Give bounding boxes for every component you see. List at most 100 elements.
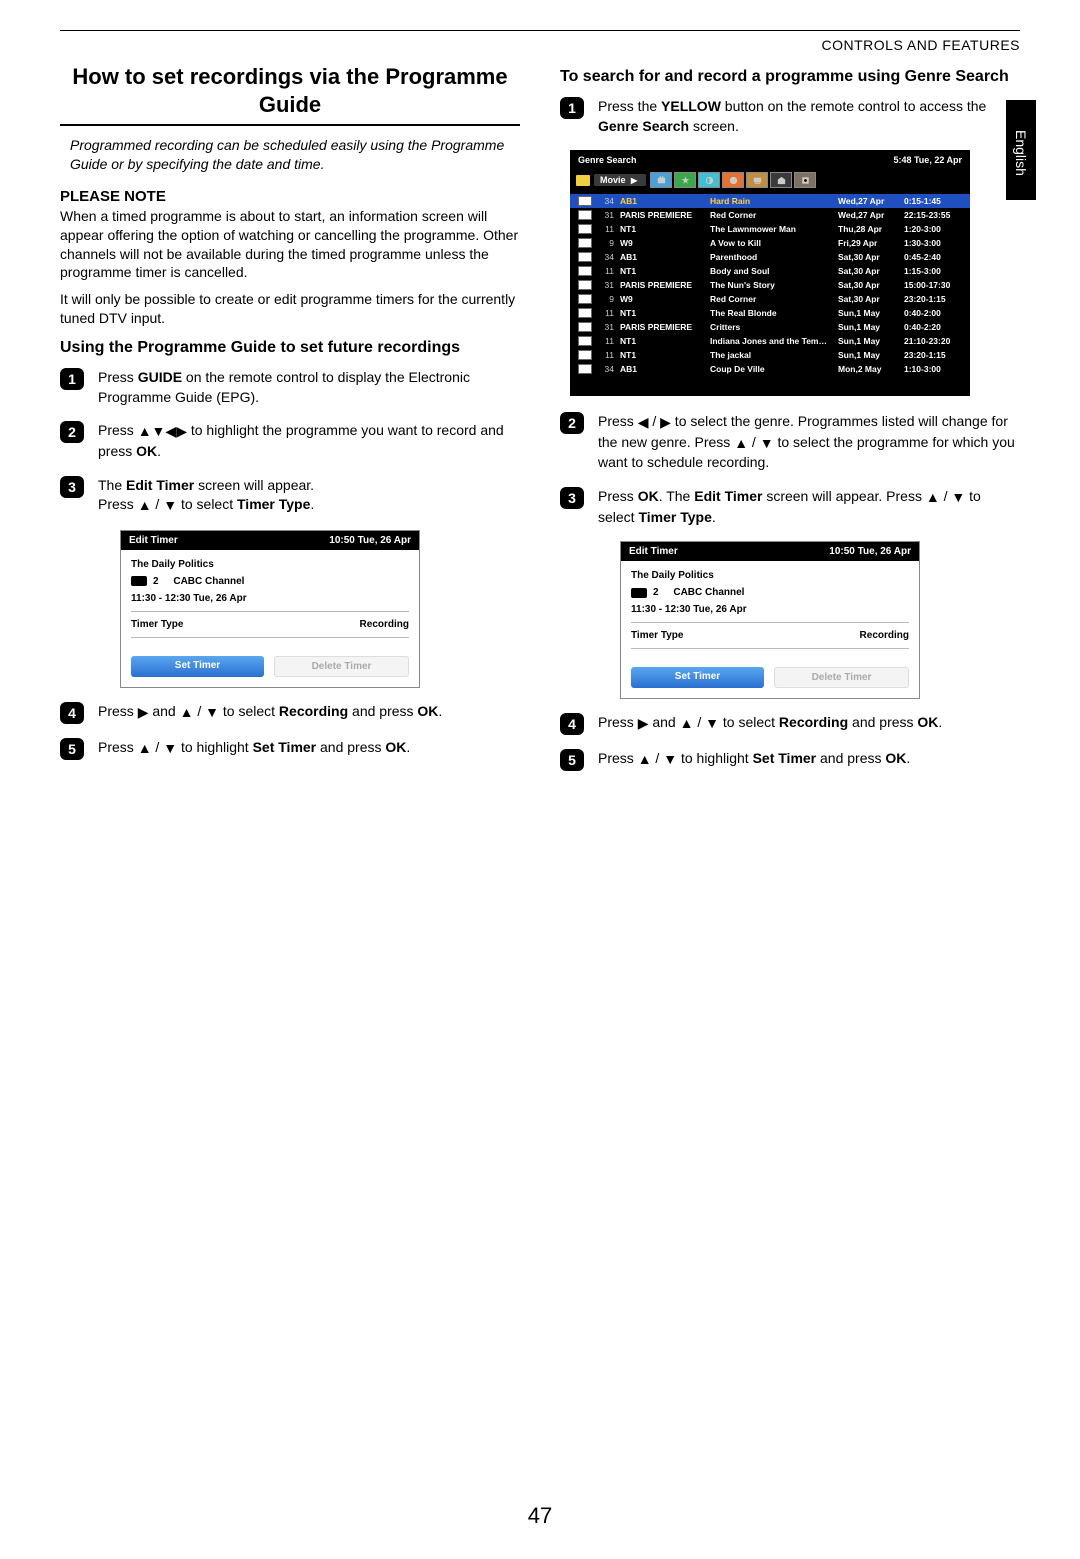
genre-result-row[interactable]: 11NT1The Lawnmower ManThu,28 Apr1:20-3:0… bbox=[570, 222, 970, 236]
panel-programme: The Daily Politics bbox=[631, 567, 909, 584]
panel-timer-type: Timer TypeRecording bbox=[131, 616, 409, 633]
channel-thumb-icon bbox=[578, 308, 592, 318]
edit-timer-panel-right: Edit Timer 10:50 Tue, 26 Apr The Daily P… bbox=[620, 541, 920, 699]
channel-number: 11 bbox=[598, 266, 614, 276]
arrow-right-icon: ▶ bbox=[176, 422, 187, 442]
genre-result-row[interactable]: 34AB1Hard RainWed,27 Apr0:15-1:45 bbox=[570, 194, 970, 208]
channel-name: NT1 bbox=[620, 336, 704, 346]
panel-slot: 11:30 - 12:30 Tue, 26 Apr bbox=[131, 590, 409, 607]
left-step-2: 2 Press ▲▼◀▶ to highlight the programme … bbox=[60, 421, 520, 461]
channel-name: AB1 bbox=[620, 252, 704, 262]
left-step-3: 3 The Edit Timer screen will appear. Pre… bbox=[60, 476, 520, 516]
channel-thumb-icon bbox=[578, 224, 592, 234]
genre-tab-icons bbox=[650, 172, 964, 188]
edit-timer-panel: Edit Timer 10:50 Tue, 26 Apr The Daily P… bbox=[120, 530, 420, 688]
panel-title: Edit Timer bbox=[629, 546, 678, 557]
genre-tab-icon[interactable] bbox=[650, 172, 672, 188]
left-step-5: 5 Press ▲ / ▼ to highlight Set Timer and… bbox=[60, 738, 520, 760]
programme-date: Sat,30 Apr bbox=[838, 280, 898, 290]
genre-tab-icon[interactable] bbox=[674, 172, 696, 188]
genre-tab-icon[interactable] bbox=[698, 172, 720, 188]
genre-result-row[interactable]: 34AB1Coup De VilleMon,2 May1:10-3:00 bbox=[570, 362, 970, 376]
genre-title: Genre Search bbox=[578, 155, 637, 165]
delete-timer-button[interactable]: Delete Timer bbox=[274, 656, 409, 677]
programme-title: Coup De Ville bbox=[710, 364, 832, 374]
genre-result-row[interactable]: 11NT1The Real BlondeSun,1 May0:40-2:00 bbox=[570, 306, 970, 320]
programme-title: Hard Rain bbox=[710, 196, 832, 206]
genre-result-row[interactable]: 31PARIS PREMIERECrittersSun,1 May0:40-2:… bbox=[570, 320, 970, 334]
genre-row-list: 34AB1Hard RainWed,27 Apr0:15-1:4531PARIS… bbox=[570, 194, 970, 376]
channel-name: NT1 bbox=[620, 266, 704, 276]
channel-icon bbox=[631, 588, 647, 598]
genre-result-row[interactable]: 11NT1The jackalSun,1 May23:20-1:15 bbox=[570, 348, 970, 362]
programme-date: Sat,30 Apr bbox=[838, 266, 898, 276]
channel-number: 34 bbox=[598, 252, 614, 262]
programme-title: A Vow to Kill bbox=[710, 238, 832, 248]
programme-time: 1:30-3:00 bbox=[904, 238, 962, 248]
arrow-down-icon: ▼ bbox=[205, 703, 219, 723]
left-step-1: 1 Press GUIDE on the remote control to d… bbox=[60, 368, 520, 407]
channel-number: 11 bbox=[598, 336, 614, 346]
genre-tab-label[interactable]: Movie ▶ bbox=[594, 174, 646, 186]
channel-thumb-icon bbox=[578, 196, 592, 206]
arrow-up-icon: ▲ bbox=[680, 714, 694, 734]
step-badge: 4 bbox=[560, 713, 584, 735]
genre-tab-icon[interactable] bbox=[722, 172, 744, 188]
genre-tab-icon[interactable] bbox=[746, 172, 768, 188]
genre-tab-icon[interactable] bbox=[794, 172, 816, 188]
arrow-down-icon: ▼ bbox=[163, 496, 177, 516]
genre-result-row[interactable]: 9W9A Vow to KillFri,29 Apr1:30-3:00 bbox=[570, 236, 970, 250]
genre-result-row[interactable]: 11NT1Indiana Jones and the Temple of Doo… bbox=[570, 334, 970, 348]
channel-number: 31 bbox=[598, 322, 614, 332]
arrow-right-icon: ▶ bbox=[660, 413, 671, 433]
channel-thumb-icon bbox=[578, 336, 592, 346]
genre-result-row[interactable]: 34AB1ParenthoodSat,30 Apr0:45-2:40 bbox=[570, 250, 970, 264]
step-badge: 2 bbox=[60, 421, 84, 443]
left-intro: Programmed recording can be scheduled ea… bbox=[60, 136, 520, 184]
step-badge: 5 bbox=[560, 749, 584, 771]
genre-result-row[interactable]: 31PARIS PREMIEREThe Nun's StorySat,30 Ap… bbox=[570, 278, 970, 292]
programme-time: 1:20-3:00 bbox=[904, 224, 962, 234]
programme-title: Body and Soul bbox=[710, 266, 832, 276]
programme-time: 21:10-23:20 bbox=[904, 336, 962, 346]
set-timer-button[interactable]: Set Timer bbox=[631, 667, 764, 688]
top-rule bbox=[60, 30, 1020, 31]
genre-search-panel: Genre Search 5:48 Tue, 22 Apr Movie ▶ 34… bbox=[570, 150, 970, 396]
panel-clock: 10:50 Tue, 26 Apr bbox=[829, 546, 911, 557]
right-step-2: 2 Press ◀ / ▶ to select the genre. Progr… bbox=[560, 412, 1020, 473]
channel-name: NT1 bbox=[620, 224, 704, 234]
right-step-5: 5 Press ▲ / ▼ to highlight Set Timer and… bbox=[560, 749, 1020, 771]
programme-date: Sat,30 Apr bbox=[838, 294, 898, 304]
programme-date: Fri,29 Apr bbox=[838, 238, 898, 248]
right-step-4: 4 Press ▶ and ▲ / ▼ to select Recording … bbox=[560, 713, 1020, 735]
channel-name: PARIS PREMIERE bbox=[620, 322, 704, 332]
channel-thumb-icon bbox=[578, 210, 592, 220]
channel-number: 11 bbox=[598, 350, 614, 360]
chevron-right-icon: ▶ bbox=[628, 176, 640, 185]
genre-tab-icon[interactable] bbox=[770, 172, 792, 188]
programme-time: 0:15-1:45 bbox=[904, 196, 962, 206]
arrow-up-icon: ▲ bbox=[180, 703, 194, 723]
delete-timer-button[interactable]: Delete Timer bbox=[774, 667, 909, 688]
arrow-down-icon: ▼ bbox=[705, 714, 719, 734]
genre-result-row[interactable]: 11NT1Body and SoulSat,30 Apr1:15-3:00 bbox=[570, 264, 970, 278]
channel-thumb-icon bbox=[578, 322, 592, 332]
channel-name: AB1 bbox=[620, 196, 704, 206]
channel-number: 31 bbox=[598, 280, 614, 290]
genre-tabs: Movie ▶ bbox=[570, 170, 970, 194]
programme-time: 23:20-1:15 bbox=[904, 294, 962, 304]
panel-channel: 2 CABC Channel bbox=[131, 573, 409, 590]
arrow-up-icon: ▲ bbox=[734, 434, 748, 454]
step-badge: 2 bbox=[560, 412, 584, 434]
panel-timer-type: Timer TypeRecording bbox=[631, 627, 909, 644]
genre-result-row[interactable]: 31PARIS PREMIERERed CornerWed,27 Apr22:1… bbox=[570, 208, 970, 222]
genre-result-row[interactable]: 9W9Red CornerSat,30 Apr23:20-1:15 bbox=[570, 292, 970, 306]
step-badge: 5 bbox=[60, 738, 84, 760]
right-step-1: 1 Press the YELLOW button on the remote … bbox=[560, 97, 1020, 136]
arrow-down-icon: ▼ bbox=[760, 434, 774, 454]
programme-date: Wed,27 Apr bbox=[838, 210, 898, 220]
set-timer-button[interactable]: Set Timer bbox=[131, 656, 264, 677]
left-title: How to set recordings via the Programme … bbox=[60, 63, 520, 126]
arrow-down-icon: ▼ bbox=[951, 488, 965, 508]
arrow-down-icon: ▼ bbox=[163, 739, 177, 759]
